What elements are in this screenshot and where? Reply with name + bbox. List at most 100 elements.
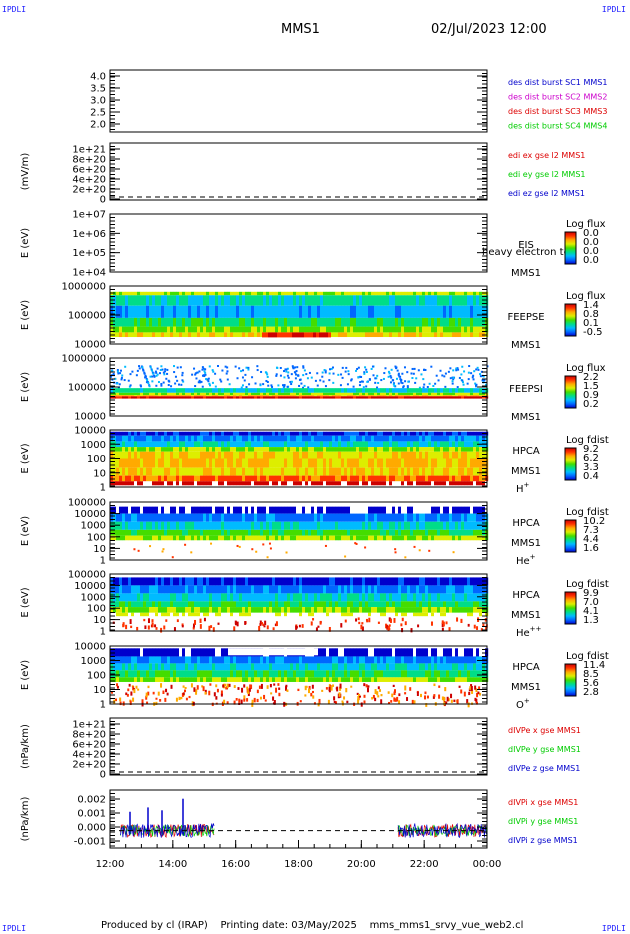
p7-tick-label: 100000 (68, 498, 106, 509)
p7-tick-label: 1000 (81, 521, 106, 532)
p8-tick-label: 10 (93, 615, 106, 626)
p5-tick-label: 1000000 (61, 354, 106, 365)
time-tick-label: 14:00 (158, 859, 187, 870)
p8-colorbar-title: Log fdist (566, 579, 609, 590)
p1-tick-label: 2.0 (90, 120, 106, 131)
p3-minor-ticks (110, 217, 487, 271)
footer: Produced by cl (IRAP) Printing date: 03/… (101, 920, 523, 931)
p3-tick-label: 1e+05 (72, 248, 106, 259)
corner-label-top-left: IPDLI (2, 5, 27, 14)
p3-spacecraft-label: MMS1 (511, 268, 541, 279)
p5-ylabel: E (eV) (20, 372, 31, 402)
p3-colorbar-tick: 0.0 (583, 255, 599, 266)
time-minor-ticks (125, 844, 472, 848)
p11-legend-entry: dIVPi y gse MMS1 (508, 817, 578, 826)
p5-colorbar-tick: 0.2 (583, 399, 599, 410)
p6-tick-label: 1 (100, 483, 106, 494)
p11-tick-label: 0.001 (77, 809, 106, 820)
p10-tick-label: 4e+20 (72, 750, 106, 761)
p8-tick-label: 10000 (74, 581, 106, 592)
p10-frame (109, 717, 488, 776)
p6-colorbar-tick: 9.2 (583, 444, 599, 455)
p8-species-label: He++ (516, 625, 542, 639)
p3-colorbar-tick: 0.0 (583, 246, 599, 257)
time-tick-label: 18:00 (284, 859, 313, 870)
p10-legend-entry: dIVPe y gse MMS1 (508, 745, 581, 754)
p4-ylabel: E (eV) (20, 300, 31, 330)
p3-tick-label: 1e+06 (72, 229, 106, 240)
p7-colorbar-tick: 7.3 (583, 525, 599, 536)
time-tick-label: 22:00 (410, 859, 439, 870)
p6-colorbar-tick: 0.4 (583, 471, 599, 482)
p7-tick-label: 10 (93, 544, 106, 555)
p6-colorbar-tick: 3.3 (583, 462, 599, 473)
p9-colorbar-tick: 11.4 (583, 660, 605, 671)
p10-tick-label: 2e+20 (72, 760, 106, 771)
p8-tick-label: 100000 (68, 570, 106, 581)
p7-colorbar (564, 519, 577, 553)
p8-ylabel: E (eV) (20, 587, 31, 617)
p9-tick-label: 100 (87, 671, 106, 682)
p9-tick-label: 1 (100, 700, 106, 711)
p4-colorbar-title: Log flux (566, 291, 606, 302)
p2-tick-label: 2e+20 (72, 185, 106, 196)
p2-tick-label: 6e+20 (72, 165, 106, 176)
he-plus-scatter (133, 542, 455, 559)
corner-label-bottom-right: IPDLI (601, 924, 626, 933)
p9-colorbar-tick: 5.6 (583, 678, 599, 689)
footer-print-date: Printing date: 03/May/2025 (220, 920, 357, 931)
he-pp-scatter (112, 617, 488, 633)
spectrogram-cells (110, 388, 489, 399)
p3-tick-label: 1e+07 (72, 210, 106, 221)
p11-tick-label: -0.001 (74, 837, 106, 848)
p3-ylabel: E (eV) (20, 228, 31, 258)
p5-colorbar-tick: 1.5 (583, 381, 599, 392)
p5-colorbar (564, 375, 577, 409)
feepse-hot-cells (262, 332, 331, 338)
p7-tick-label: 1 (100, 556, 106, 567)
p1-minor-ticks (110, 73, 487, 130)
p7-colorbar-tick: 1.6 (583, 543, 599, 554)
p6-tick-label: 1000 (81, 440, 106, 451)
p1-tick-label: 3.5 (90, 84, 106, 95)
p1-legend-entry: des dist burst SC1 MMS1 (508, 78, 607, 87)
p9-ylabel: E (eV) (20, 660, 31, 690)
p8-colorbar-tick: 1.3 (583, 615, 599, 626)
p4-colorbar-tick: 1.4 (583, 300, 599, 311)
p10-tick-label: 1e+21 (72, 720, 106, 731)
p2-legend-entry: edi ey gse l2 MMS1 (508, 170, 586, 179)
p5-minor-ticks (110, 361, 487, 415)
p6-colorbar-title: Log fdist (566, 435, 609, 446)
p3-instrument-label: EIS (518, 240, 534, 251)
p4-colorbar-tick: 0.8 (583, 309, 599, 320)
p7-species-label: He+ (516, 553, 536, 567)
p1-tick-label: 2.5 (90, 108, 106, 119)
p9-spacecraft-label: MMS1 (511, 682, 541, 693)
p7-instrument-label: HPCA (512, 518, 540, 529)
p9-species-label: O+ (516, 697, 530, 711)
p5-spacecraft-label: MMS1 (511, 412, 541, 423)
p5-instrument-label: FEEPSI (509, 384, 543, 395)
spectrogram-cells (110, 577, 489, 617)
p8-colorbar-tick: 7.0 (583, 597, 599, 608)
p11-ylabel: (nPa/km) (20, 797, 31, 842)
p7-ylabel: E (eV) (20, 516, 31, 546)
p6-colorbar-tick: 6.2 (583, 453, 599, 464)
p8-species-charge: ++ (530, 625, 542, 633)
p8-colorbar-tick: 9.9 (583, 588, 599, 599)
p4-colorbar-tick: -0.5 (583, 327, 603, 338)
p5-colorbar-tick: 0.9 (583, 390, 599, 401)
p7-tick-label: 100 (87, 532, 106, 543)
p6-tick-label: 10 (93, 468, 106, 479)
p6-instrument-label: HPCA (512, 446, 540, 457)
p4-spacecraft-label: MMS1 (511, 340, 541, 351)
p2-legend-entry: edi ez gse l2 MMS1 (508, 189, 585, 198)
p9-species-charge: + (524, 697, 530, 705)
p5-colorbar-title: Log flux (566, 363, 606, 374)
p1-legend-entry: des dist burst SC3 MMS3 (508, 107, 607, 116)
p11-legend-entry: dIVPi z gse MMS1 (508, 836, 578, 845)
o-plus-gap (228, 648, 318, 656)
p7-tick-label: 10000 (74, 509, 106, 520)
p4-minor-ticks (110, 289, 487, 343)
p1-legend-entry: des dist burst SC4 MMS4 (508, 122, 607, 131)
